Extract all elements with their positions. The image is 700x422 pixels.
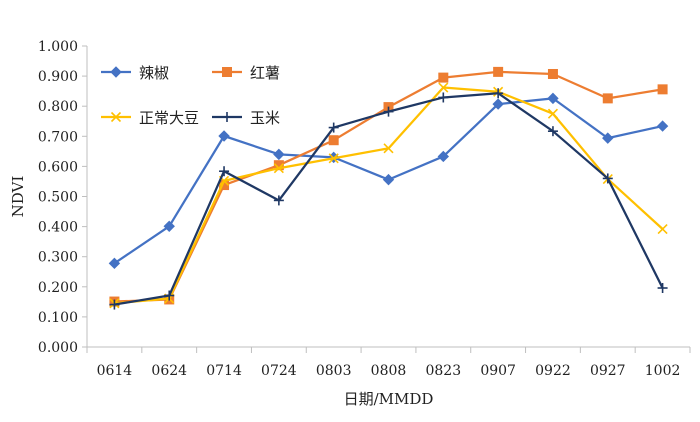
data-point	[109, 299, 120, 310]
data-point	[164, 290, 175, 301]
axes	[86, 46, 690, 348]
y-tick-label: 0.000	[38, 340, 78, 356]
data-point	[438, 92, 449, 103]
data-point	[273, 148, 285, 161]
y-axis-ticks: 0.000 0.100 0.200 0.300 0.400 0.500 0.600 0.700…	[38, 39, 87, 356]
legend-item: 正常大豆	[101, 109, 199, 127]
x-tick-label: 0803	[316, 363, 352, 379]
data-point	[602, 93, 613, 104]
series-4	[109, 88, 668, 310]
legend-label: 红薯	[250, 64, 280, 82]
y-tick-label: 0.900	[38, 69, 78, 85]
y-tick-label: 1.000	[38, 39, 78, 55]
y-tick-label: 0.500	[38, 190, 78, 206]
x-tick-label: 0927	[590, 363, 626, 379]
x-axis-title: 日期/MMDD	[344, 390, 434, 408]
x-tick-label: 0808	[371, 363, 407, 379]
data-point	[657, 84, 668, 95]
data-point	[656, 120, 669, 132]
x-tick-label: 0714	[206, 363, 242, 379]
data-point	[219, 166, 230, 177]
legend-label: 玉米	[250, 109, 280, 127]
x-tick-label: 0823	[425, 363, 461, 379]
data-point	[437, 150, 450, 163]
y-axis-title: NDVI	[9, 176, 27, 218]
x-tick-label: 0614	[97, 363, 133, 379]
series-3	[109, 82, 668, 309]
legend-swatch-marker	[110, 111, 122, 123]
data-point	[273, 195, 284, 206]
data-point	[383, 106, 394, 117]
data-point	[108, 257, 121, 270]
data-point	[602, 173, 613, 184]
legend-item: 玉米	[212, 109, 280, 127]
data-point	[328, 153, 339, 164]
legend-label: 辣椒	[139, 64, 169, 82]
x-axis-ticks: 0614 0624 0714 0724 0803 0808 0823 0907 0922 0927…	[86, 347, 691, 379]
y-tick-label: 0.200	[38, 280, 78, 296]
data-point	[328, 122, 339, 133]
x-tick-label: 1002	[645, 363, 681, 379]
legend-swatch-marker	[222, 112, 232, 122]
x-tick-label: 0724	[261, 363, 297, 379]
y-tick-label: 0.400	[38, 220, 78, 236]
data-point	[273, 160, 284, 171]
data-point	[273, 163, 284, 174]
data-point	[492, 98, 504, 110]
x-tick-label: 0907	[480, 363, 516, 379]
legend-item: 红薯	[212, 64, 280, 82]
data-point	[328, 135, 339, 146]
data-point	[657, 223, 668, 235]
data-point	[382, 173, 395, 186]
data-point	[547, 92, 559, 105]
data-point	[438, 82, 449, 93]
legend-swatch-marker	[222, 67, 232, 77]
data-point	[547, 68, 558, 79]
y-tick-label: 0.600	[38, 159, 78, 175]
y-tick-label: 0.700	[38, 129, 78, 145]
x-tick-label: 0624	[151, 363, 187, 379]
data-point	[547, 126, 558, 137]
data-point	[163, 220, 175, 233]
data-point	[547, 108, 559, 119]
legend-swatch-marker	[110, 66, 122, 78]
series-layer	[108, 66, 669, 310]
legend-label: 正常大豆	[139, 109, 199, 127]
data-point	[657, 283, 668, 294]
legend-item: 辣椒	[101, 64, 169, 82]
y-tick-label: 0.300	[38, 250, 78, 266]
data-point	[493, 66, 504, 77]
y-tick-label: 0.100	[38, 310, 78, 326]
data-point	[438, 72, 449, 83]
data-point	[602, 132, 614, 144]
data-point	[493, 88, 504, 99]
x-tick-label: 0922	[535, 363, 571, 379]
y-tick-label: 0.800	[38, 99, 78, 115]
data-point	[383, 143, 394, 154]
data-point	[218, 130, 230, 142]
